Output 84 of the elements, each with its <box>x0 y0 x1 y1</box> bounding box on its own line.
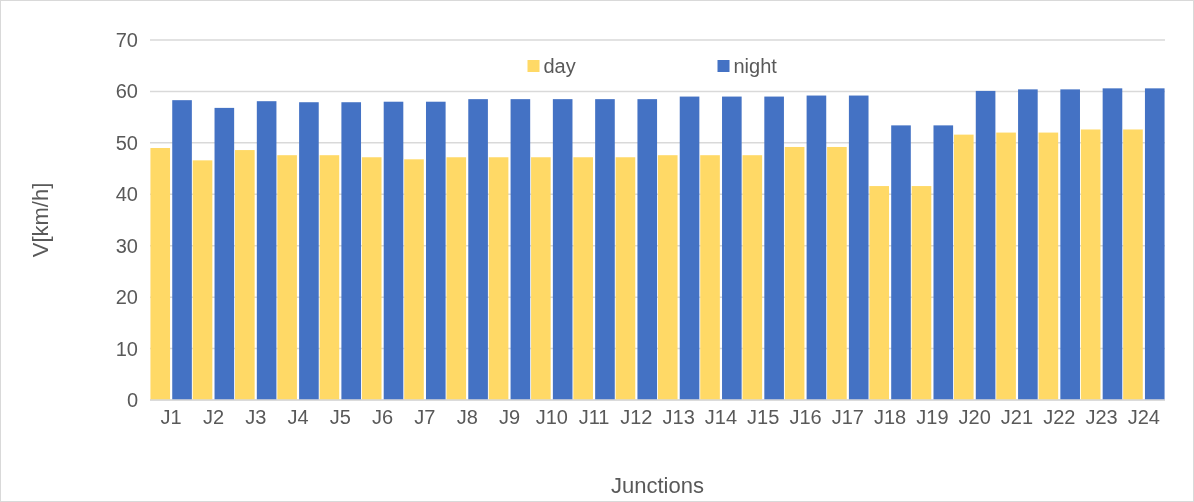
bar <box>996 132 1016 400</box>
bar <box>277 155 297 400</box>
x-tick-label: J23 <box>1085 406 1118 428</box>
bar <box>869 186 890 400</box>
bar <box>510 99 531 400</box>
x-tick-label: J9 <box>498 406 521 428</box>
x-tick-label: J17 <box>831 406 864 428</box>
x-tick-label: J15 <box>747 406 780 428</box>
bar <box>1060 89 1080 400</box>
bar <box>531 157 551 400</box>
bar <box>319 155 340 400</box>
legend-label: day <box>543 55 576 77</box>
bar <box>827 146 847 400</box>
x-axis-title: Junctions <box>611 473 704 498</box>
x-tick-label: J20 <box>958 406 991 428</box>
bar <box>700 155 720 400</box>
y-tick-label: 70 <box>115 29 138 51</box>
bar <box>615 157 636 400</box>
bar <box>383 101 404 400</box>
x-tick-label: J1 <box>160 406 182 428</box>
x-tick-label: J22 <box>1043 406 1076 428</box>
y-tick-label: 30 <box>115 234 138 257</box>
y-tick-label: 10 <box>115 337 138 360</box>
bar <box>742 155 763 400</box>
x-tick-label: J13 <box>662 406 695 428</box>
bar <box>488 157 509 400</box>
bar <box>891 125 911 400</box>
bar <box>573 157 593 400</box>
bar <box>637 99 658 400</box>
bar <box>468 99 488 400</box>
bar <box>1123 129 1143 400</box>
x-tick-label: J10 <box>535 406 568 428</box>
bar <box>975 90 996 400</box>
bar <box>933 125 954 400</box>
bar <box>911 186 932 400</box>
bar <box>256 101 277 400</box>
x-tick-label: J7 <box>414 406 436 428</box>
bar <box>341 102 362 400</box>
y-tick-label: 20 <box>115 286 138 309</box>
bar <box>192 160 213 400</box>
x-tick-label: J5 <box>329 406 351 428</box>
x-tick-label: J16 <box>789 406 822 428</box>
bar <box>299 102 319 400</box>
bar <box>1102 88 1123 400</box>
bar <box>446 157 467 400</box>
bar <box>150 148 171 400</box>
bar <box>1144 88 1165 400</box>
x-tick-label: J12 <box>620 406 653 428</box>
x-tick-label: J11 <box>578 406 610 428</box>
x-tick-label: J21 <box>1000 406 1034 428</box>
bar <box>214 107 235 400</box>
bar <box>361 157 382 400</box>
bar <box>172 100 192 400</box>
bar <box>425 101 446 400</box>
bar <box>848 95 869 400</box>
y-tick-label: 50 <box>115 131 138 154</box>
bar <box>784 146 805 400</box>
legend-label: night <box>733 55 778 77</box>
x-tick-label: J6 <box>372 406 394 428</box>
bar <box>657 155 678 400</box>
x-tick-label: J3 <box>245 406 267 428</box>
bar <box>1018 89 1038 400</box>
bar <box>722 96 742 400</box>
x-tick-label: J24 <box>1127 406 1160 428</box>
x-tick-label: J18 <box>873 406 907 428</box>
x-tick-label: J19 <box>916 406 949 428</box>
bar <box>1080 129 1101 400</box>
bar <box>764 96 784 400</box>
y-tick-label: 0 <box>126 389 138 411</box>
y-tick-label: 60 <box>115 80 138 103</box>
bar <box>235 150 255 400</box>
x-tick-label: J4 <box>287 406 309 428</box>
bar <box>404 159 424 400</box>
bar <box>679 96 700 400</box>
x-tick-label: J14 <box>704 406 738 428</box>
bar <box>806 95 827 400</box>
bar <box>552 99 573 400</box>
y-axis-title: V[km/h] <box>28 182 53 258</box>
bar <box>953 134 974 400</box>
bar <box>595 99 615 400</box>
x-tick-label: J2 <box>202 406 224 428</box>
y-tick-label: 40 <box>115 183 138 206</box>
bar <box>1038 132 1059 400</box>
x-tick-label: J8 <box>456 406 478 428</box>
